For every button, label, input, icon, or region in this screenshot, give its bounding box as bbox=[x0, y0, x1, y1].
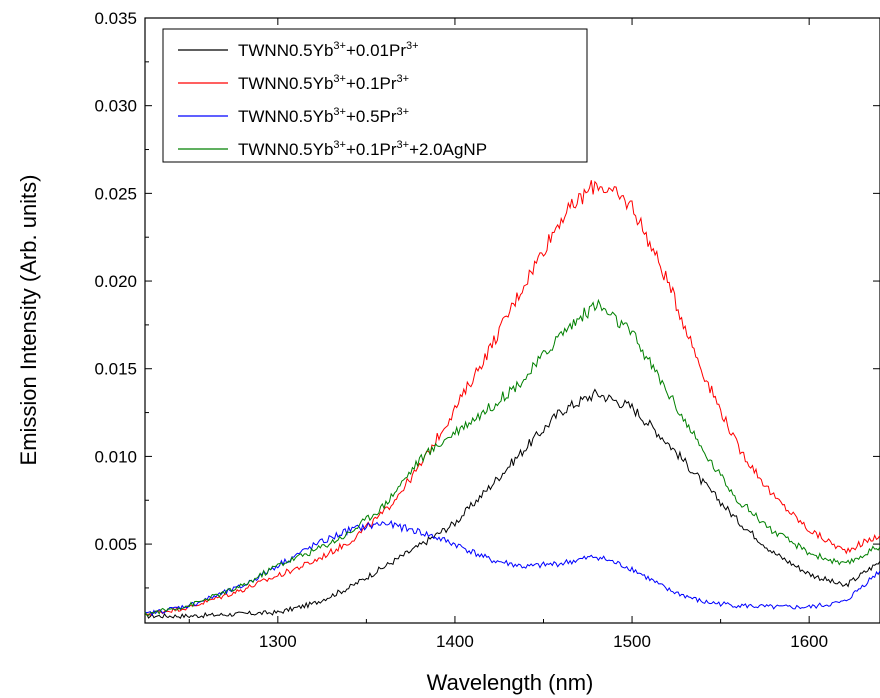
y-axis-title: Emission Intensity (Arb. units) bbox=[16, 175, 41, 466]
series-line bbox=[144, 180, 880, 616]
y-tick-label: 0.005 bbox=[94, 535, 137, 554]
x-tick-label: 1400 bbox=[436, 632, 474, 651]
series-layer bbox=[144, 180, 880, 619]
x-tick-label: 1300 bbox=[259, 632, 297, 651]
x-axis-title: Wavelength (nm) bbox=[427, 670, 594, 695]
legend-label: TWNN0.5Yb3++0.1Pr3++2.0AgNP bbox=[238, 139, 487, 159]
y-tick-label: 0.035 bbox=[94, 9, 137, 28]
tick-labels: 1300 1400 1500 1600 0.005 0.010 0.015 0.020 0.02… bbox=[94, 9, 828, 651]
legend-label: TWNN0.5Yb3++0.1Pr3+ bbox=[238, 73, 409, 93]
series-line bbox=[144, 388, 880, 619]
legend-box bbox=[162, 28, 588, 163]
plot-frame bbox=[144, 17, 880, 624]
y-tick-label: 0.020 bbox=[94, 272, 137, 291]
y-tick-label: 0.025 bbox=[94, 184, 137, 203]
legend-label: TWNN0.5Yb3++0.01Pr3+ bbox=[238, 40, 419, 60]
y-tick-label: 0.015 bbox=[94, 360, 137, 379]
y-tick-label: 0.030 bbox=[94, 97, 137, 116]
legend-label: TWNN0.5Yb3++0.5Pr3+ bbox=[238, 106, 409, 126]
legend: TWNN0.5Yb3++0.01Pr3+ TWNN0.5Yb3++0.1Pr3+ T… bbox=[162, 28, 588, 163]
axis-ticks bbox=[145, 17, 880, 623]
series-line bbox=[144, 519, 880, 617]
x-tick-label: 1600 bbox=[790, 632, 828, 651]
x-tick-label: 1500 bbox=[613, 632, 651, 651]
series-line bbox=[144, 298, 880, 616]
legend-items: TWNN0.5Yb3++0.01Pr3+ TWNN0.5Yb3++0.1Pr3+ T… bbox=[178, 40, 487, 159]
y-tick-label: 0.010 bbox=[94, 447, 137, 466]
